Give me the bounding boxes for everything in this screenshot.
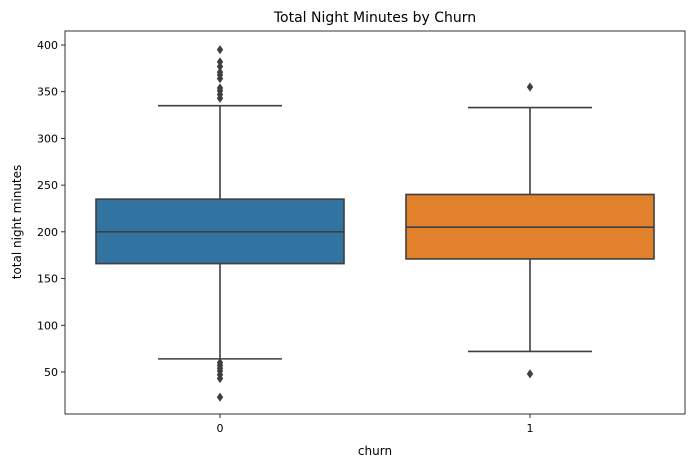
outlier-point: [526, 369, 534, 379]
y-tick-label: 200: [37, 226, 58, 239]
outlier-point: [216, 61, 224, 72]
outlier-point: [526, 82, 534, 92]
plot-frame: [64, 30, 686, 415]
x-tick-label: 0: [217, 422, 224, 435]
plot-area: [95, 45, 655, 402]
chart-title: Total Night Minutes by Churn: [273, 10, 476, 26]
y-tick-label: 150: [37, 273, 58, 286]
y-tick-label: 300: [37, 132, 58, 145]
outlier-point: [216, 57, 224, 67]
x-tick-label: 1: [527, 422, 534, 435]
y-tick-label: 50: [44, 366, 58, 379]
outlier-point: [216, 45, 224, 55]
box-group-0: [95, 45, 345, 402]
y-axis-label: total night minutes: [10, 165, 24, 280]
y-tick-label: 400: [37, 39, 58, 52]
y-tick-label: 250: [37, 179, 58, 192]
outlier-point: [216, 358, 224, 368]
outlier-point: [216, 83, 224, 93]
outlier-point: [216, 392, 224, 402]
box-group-1: [405, 82, 655, 379]
outlier-point: [216, 67, 224, 77]
y-tick-label: 350: [37, 86, 58, 99]
x-axis-label: churn: [358, 444, 392, 458]
y-axis: 50 100 150 200 250 300 350 400: [37, 39, 65, 379]
y-tick-label: 100: [37, 319, 58, 332]
